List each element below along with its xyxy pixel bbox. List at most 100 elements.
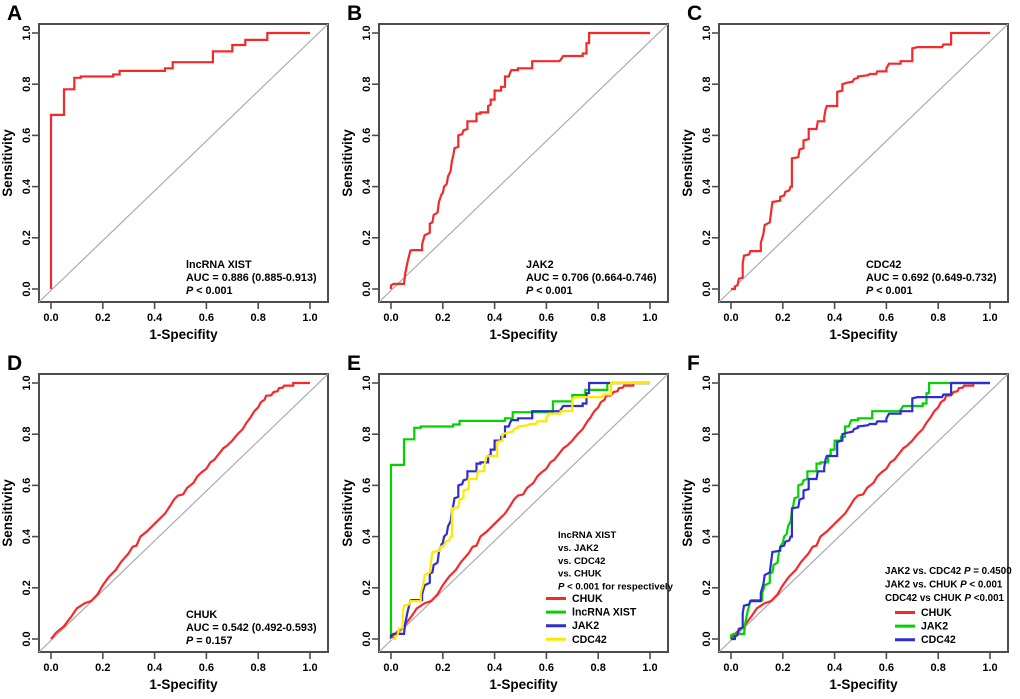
roc-curve-jak2 <box>389 31 650 289</box>
x-tick-label: 1.0 <box>982 662 997 674</box>
x-tick-label: 0.4 <box>487 662 503 674</box>
y-tick-label: 1.0 <box>361 25 373 40</box>
diagonal-reference-line <box>718 373 1009 653</box>
roc-chart-b: 0.0 0.0 0.2 0.2 0.4 0.4 0.6 0.6 0.8 0.8 1.0 1.0 1-Sp… <box>340 23 669 342</box>
roc-chart-f: 0.0 0.0 0.2 0.2 0.4 0.4 0.6 0.6 0.8 0.8 1.0 1.0 1-Sp… <box>680 373 1012 692</box>
x-tick-label: 0.0 <box>383 662 398 674</box>
y-axis-label: Sensitivity <box>680 129 695 197</box>
legend-label: JAK2 <box>921 621 948 633</box>
panel-c: C 0.0 0.0 0.2 0.2 0.4 0.4 0.6 0.6 0.8 0.8 1.0 1.0 1-… <box>680 0 1020 350</box>
annotation-line: AUC = 0.886 (0.885-0.913) <box>186 272 317 284</box>
y-tick-label: 1.0 <box>701 25 713 40</box>
diagonal-reference-line <box>378 373 669 653</box>
annotation-line: CDC42 <box>866 259 901 271</box>
x-tick-label: 1.0 <box>982 312 997 324</box>
panel-letter-a: A <box>7 2 23 25</box>
x-tick-label: 0.4 <box>147 662 163 674</box>
x-tick-label: 0.6 <box>879 312 894 324</box>
y-tick-label: 0.2 <box>21 580 33 595</box>
y-tick-label: 0.4 <box>701 178 713 194</box>
y-tick-label: 1.0 <box>701 375 713 390</box>
x-axis-label: 1-Specifity <box>829 677 898 692</box>
x-tick-label: 0.8 <box>591 312 606 324</box>
roc-chart-e: 0.0 0.0 0.2 0.2 0.4 0.4 0.6 0.6 0.8 0.8 1.0 1.0 1-Sp… <box>340 373 674 692</box>
x-tick-label: 1.0 <box>302 312 317 324</box>
y-tick-label: 0.6 <box>21 478 33 493</box>
panel-a: A 0.0 0.0 0.2 0.2 0.4 0.4 0.6 0.6 0.8 0.8 1.0 1.0 1-… <box>0 0 340 350</box>
y-tick-label: 0.8 <box>21 427 33 442</box>
annotation-line: AUC = 0.706 (0.664-0.746) <box>526 272 657 284</box>
y-tick-label: 0.6 <box>361 478 373 493</box>
roc-curve-lncrna-xist <box>49 31 310 289</box>
panel-letter-f: F <box>687 352 700 375</box>
x-tick-label: 0.2 <box>435 312 450 324</box>
panel-letter-d: D <box>7 352 23 375</box>
x-axis-label: 1-Specifity <box>489 677 558 692</box>
y-tick-label: 0.4 <box>361 178 373 194</box>
y-tick-label: 0.8 <box>701 77 713 92</box>
annotation-line: lncRNA XIST <box>558 530 616 541</box>
roc-curve-jak2 <box>389 381 650 639</box>
y-tick-label: 0.6 <box>701 128 713 143</box>
annotation-line: AUC = 0.542 (0.492-0.593) <box>186 622 317 634</box>
x-tick-label: 0.4 <box>147 312 163 324</box>
legend-label: JAK2 <box>572 620 599 632</box>
x-tick-label: 0.6 <box>539 662 554 674</box>
y-tick-label: 0.2 <box>701 230 713 245</box>
annotation-line: P < 0.001 <box>526 285 573 297</box>
x-tick-label: 0.8 <box>931 662 946 674</box>
legend-label: CHUK <box>921 607 952 619</box>
y-tick-label: 0.8 <box>21 77 33 92</box>
y-tick-label: 0.2 <box>361 230 373 245</box>
x-tick-label: 0.2 <box>775 662 790 674</box>
y-axis-label: Sensitivity <box>340 479 355 547</box>
x-tick-label: 0.8 <box>251 662 266 674</box>
y-tick-label: 0.6 <box>701 478 713 493</box>
diagonal-reference-line <box>378 23 669 303</box>
roc-curve-cdc42 <box>731 31 990 291</box>
x-tick-label: 0.2 <box>775 312 790 324</box>
x-tick-label: 0.4 <box>487 312 503 324</box>
y-tick-label: 0.0 <box>21 281 33 296</box>
annotation-line: P < 0.001 <box>866 285 913 297</box>
y-tick-label: 0.4 <box>21 178 33 194</box>
annotation-line: JAK2 vs. CDC42 P = 0.4500 <box>885 566 1012 577</box>
x-tick-label: 0.0 <box>43 312 58 324</box>
panel-e: E 0.0 0.0 0.2 0.2 0.4 0.4 0.6 0.6 0.8 0.8 1.0 1.0 1-… <box>340 350 680 699</box>
x-tick-label: 0.0 <box>43 662 58 674</box>
panel-f: F 0.0 0.0 0.2 0.2 0.4 0.4 0.6 0.6 0.8 0.8 1.0 1.0 1-… <box>680 350 1020 699</box>
diagonal-reference-line <box>38 373 329 653</box>
x-tick-label: 0.0 <box>723 662 738 674</box>
x-tick-label: 0.8 <box>251 312 266 324</box>
y-tick-label: 0.8 <box>701 427 713 442</box>
x-tick-label: 0.8 <box>931 312 946 324</box>
y-axis-label: Sensitivity <box>0 129 15 197</box>
x-tick-label: 0.6 <box>199 662 214 674</box>
annotation-line: P < 0.001 <box>186 285 233 297</box>
x-tick-label: 0.2 <box>435 662 450 674</box>
annotation-line: AUC = 0.692 (0.649-0.732) <box>866 272 997 284</box>
panel-letter-c: C <box>687 2 703 25</box>
x-tick-label: 0.0 <box>383 312 398 324</box>
panel-d: D 0.0 0.0 0.2 0.2 0.4 0.4 0.6 0.6 0.8 0.8 1.0 1.0 1-… <box>0 350 340 699</box>
x-tick-label: 0.8 <box>591 662 606 674</box>
roc-chart-c: 0.0 0.0 0.2 0.2 0.4 0.4 0.6 0.6 0.8 0.8 1.0 1.0 1-Sp… <box>680 23 1009 342</box>
y-tick-label: 0.4 <box>21 528 33 544</box>
x-tick-label: 1.0 <box>302 662 317 674</box>
annotation-line: vs. JAK2 <box>558 543 599 554</box>
roc-curve-cdc42 <box>731 381 990 641</box>
annotation-line: CHUK <box>186 609 217 621</box>
x-tick-label: 1.0 <box>642 312 657 324</box>
x-tick-label: 0.0 <box>723 312 738 324</box>
y-tick-label: 0.2 <box>361 580 373 595</box>
y-tick-label: 1.0 <box>21 25 33 40</box>
y-tick-label: 0.6 <box>21 128 33 143</box>
x-tick-label: 0.6 <box>199 312 214 324</box>
y-tick-label: 0.8 <box>361 77 373 92</box>
y-tick-label: 0.0 <box>361 281 373 296</box>
x-axis-label: 1-Specifity <box>149 677 218 692</box>
panel-b: B 0.0 0.0 0.2 0.2 0.4 0.4 0.6 0.6 0.8 0.8 1.0 1.0 1-… <box>340 0 680 350</box>
annotation-line: JAK2 vs. CHUK P < 0.001 <box>885 579 1003 590</box>
legend-label: CHUK <box>572 593 603 605</box>
roc-curve-chuk <box>50 381 310 640</box>
